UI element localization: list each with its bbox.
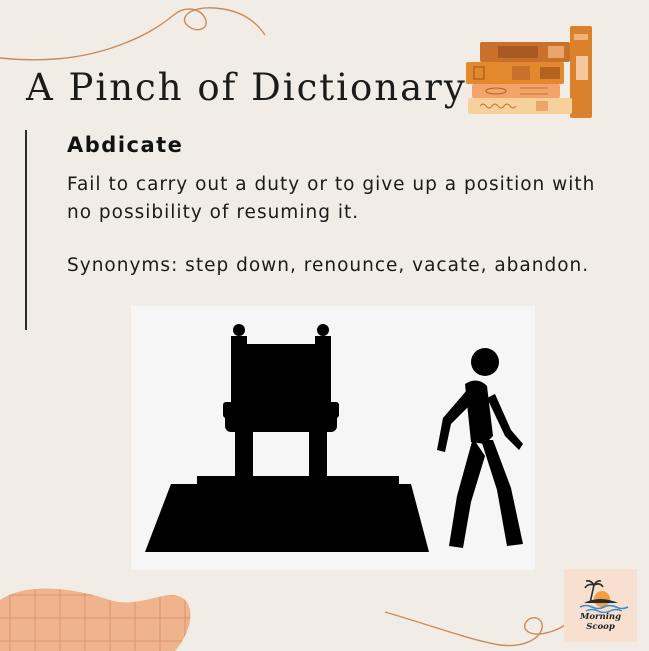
logo-text-line2: Scoop xyxy=(586,622,615,632)
bottom-blob xyxy=(0,588,191,651)
page-title: A Pinch of Dictionary xyxy=(26,66,467,109)
island-sunset-icon xyxy=(579,580,629,614)
abdicate-illustration xyxy=(131,306,535,570)
vertical-divider xyxy=(25,130,27,330)
platform-icon xyxy=(145,484,429,552)
bottom-swirl-line xyxy=(384,597,597,647)
word-definition: Fail to carry out a duty or to give up a… xyxy=(67,174,596,223)
morning-scoop-logo: Morning Scoop xyxy=(564,569,637,642)
top-swirl-line xyxy=(0,7,266,61)
dictionary-word: Abdicate xyxy=(67,133,184,157)
logo-text-line1: Morning xyxy=(579,612,622,622)
books-icon xyxy=(466,26,592,118)
throne-and-walking-person-icon xyxy=(145,324,523,552)
walking-person-icon xyxy=(437,348,523,548)
word-synonyms: Synonyms: step down, renounce, vacate, a… xyxy=(67,255,590,276)
